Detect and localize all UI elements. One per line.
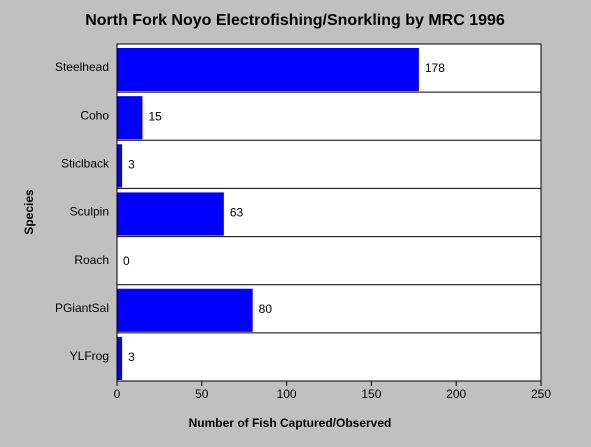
x-axis-title: Number of Fish Captured/Observed (189, 416, 392, 430)
data-label: 15 (148, 109, 162, 123)
plot-border (116, 43, 542, 382)
x-tick-label: 0 (114, 387, 121, 401)
data-label: 80 (259, 302, 273, 316)
y-tick-label: Steelhead (55, 60, 109, 74)
data-label: 63 (230, 206, 244, 220)
y-tick-label: PGiantSal (55, 301, 109, 315)
x-tick-label: 250 (531, 387, 551, 401)
y-tick-label: YLFrog (70, 349, 109, 363)
y-tick-label: Roach (74, 253, 109, 267)
x-tick-label: 200 (446, 387, 466, 401)
chart-title: North Fork Noyo Electrofishing/Snorkling… (85, 12, 505, 29)
data-label: 0 (123, 254, 130, 268)
bar (117, 288, 253, 332)
y-axis-title: Species (22, 189, 36, 235)
bar (117, 96, 143, 140)
x-tick-label: 50 (195, 387, 209, 401)
y-tick-label: Sticlback (61, 157, 110, 171)
data-label: 3 (128, 158, 135, 172)
x-tick-label: 100 (277, 387, 297, 401)
y-tick-label: Sculpin (70, 205, 109, 219)
data-label: 178 (425, 61, 445, 75)
bar (117, 48, 419, 92)
y-tick-label: Coho (80, 108, 109, 122)
bar (117, 336, 123, 380)
bar (117, 192, 224, 236)
x-tick-label: 150 (361, 387, 381, 401)
bar (117, 144, 123, 188)
data-label: 3 (128, 350, 135, 364)
